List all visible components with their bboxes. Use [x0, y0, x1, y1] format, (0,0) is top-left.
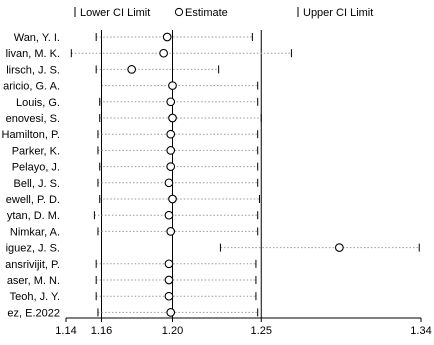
study-label: aricio, G. A.	[3, 81, 60, 93]
legend-label: Upper CI Limit	[303, 7, 373, 19]
estimate-point	[168, 113, 177, 123]
study-label: ansrivijit, P.	[5, 259, 60, 271]
estimate-point	[335, 243, 344, 252]
study-row: Wan, Y. I.	[14, 32, 253, 44]
estimate-point	[166, 308, 176, 317]
study-row: iguez, J. S.	[6, 243, 420, 255]
estimate-point	[166, 129, 176, 139]
estimate-point	[164, 178, 174, 188]
estimate-point	[162, 32, 172, 42]
study-row: Louis, G.	[16, 97, 259, 109]
study-row: Pelayo, J.	[12, 162, 259, 174]
estimate-point	[166, 162, 176, 171]
study-row: Parker, K.	[12, 145, 259, 157]
estimate-point	[168, 81, 177, 90]
study-row: livan, M. K.	[6, 48, 292, 60]
legend-label: Estimate	[185, 7, 228, 19]
study-row: enovesi, S.	[6, 113, 262, 125]
study-row: ytan, D. M.	[7, 210, 259, 222]
study-rows: Wan, Y. I. livan, M. K. lirsch, J. S. arici…	[2, 32, 420, 319]
x-tick-label: 1.34	[410, 325, 431, 337]
study-label: Teoh, J. Y.	[10, 291, 60, 303]
estimate-point	[164, 291, 174, 301]
study-row: lirsch, J. S.	[6, 64, 220, 76]
estimate-point	[168, 194, 177, 204]
estimate-point	[166, 146, 176, 155]
study-row: Bell, J. S.	[14, 178, 259, 190]
study-label: Louis, G.	[16, 97, 60, 109]
x-axis: 1.14 1.16 1.20 1.25 1.34	[55, 317, 432, 337]
study-row: ez, E.2022	[7, 307, 259, 319]
study-row: Teoh, J. Y.	[10, 291, 257, 303]
legend-entry: Lower CI Limit	[74, 7, 150, 19]
study-label: ewell, P. D.	[6, 194, 60, 206]
study-label: livan, M. K.	[6, 48, 60, 60]
study-row: Nimkar, A.	[10, 226, 259, 238]
study-label: Parker, K.	[12, 145, 60, 157]
legend-estimate-marker	[174, 7, 184, 17]
estimate-point	[164, 210, 174, 220]
study-label: Wan, Y. I.	[14, 32, 60, 44]
study-row: aricio, G. A.	[3, 81, 259, 93]
study-label: Bell, J. S.	[14, 178, 60, 190]
study-label: Pelayo, J.	[12, 162, 60, 174]
estimate-point	[127, 65, 137, 74]
x-tick-label: 1.16	[91, 325, 112, 337]
study-label: ytan, D. M.	[7, 210, 60, 222]
study-label: iguez, J. S.	[6, 243, 60, 255]
legend-entry: Estimate	[174, 7, 228, 19]
estimate-point	[166, 227, 176, 236]
estimate-point	[164, 259, 174, 269]
legend-label: Lower CI Limit	[80, 7, 150, 19]
study-label: Nimkar, A.	[10, 226, 60, 238]
study-row: ansrivijit, P.	[5, 259, 257, 271]
reference-lines	[101, 30, 262, 318]
legend: Lower CI Limit Estimate Upper CI Limit	[74, 7, 373, 19]
study-label: enovesi, S.	[6, 113, 60, 125]
study-label: lirsch, J. S.	[6, 64, 60, 76]
study-label: aser, M. N.	[7, 275, 60, 287]
study-row: Hamilton, P.	[2, 129, 259, 141]
x-tick-label: 1.14	[55, 325, 76, 337]
x-tick-label: 1.25	[251, 325, 272, 337]
study-row: aser, M. N.	[7, 275, 257, 287]
x-tick-label: 1.20	[162, 325, 183, 337]
estimate-point	[159, 48, 168, 58]
estimate-point	[164, 275, 174, 285]
study-label: Hamilton, P.	[2, 129, 61, 141]
estimate-point	[166, 97, 176, 107]
study-row: ewell, P. D.	[6, 194, 260, 206]
study-label: ez, E.2022	[7, 307, 60, 319]
legend-entry: Upper CI Limit	[297, 7, 373, 19]
